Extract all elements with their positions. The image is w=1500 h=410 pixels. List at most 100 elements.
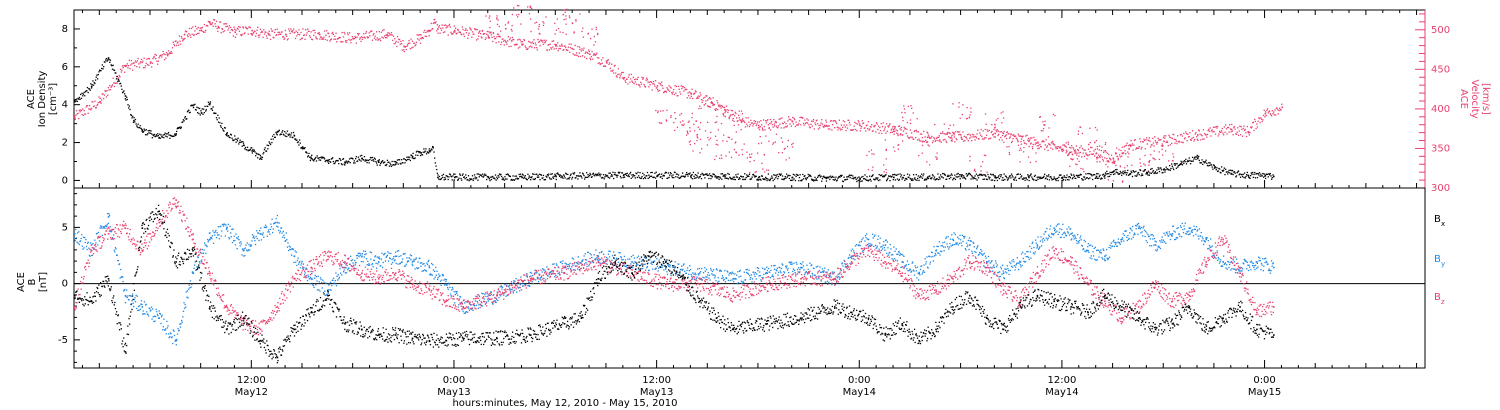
by-series-point bbox=[234, 244, 237, 246]
velocity-series-point bbox=[641, 76, 643, 79]
density-series-point bbox=[758, 179, 760, 181]
velocity-series-point bbox=[769, 118, 772, 121]
density-series-point bbox=[429, 151, 431, 153]
density-series-point bbox=[163, 133, 166, 136]
velocity-cloud-point bbox=[748, 153, 751, 156]
density-series-point bbox=[456, 176, 458, 178]
density-series-point bbox=[1207, 165, 1209, 167]
density-series-point bbox=[155, 134, 158, 136]
density-series-point bbox=[509, 175, 511, 178]
by-series-point bbox=[391, 258, 393, 261]
density-series-point bbox=[567, 173, 569, 176]
velocity-series-point bbox=[650, 81, 653, 84]
velocity-series-point bbox=[118, 74, 120, 77]
velocity-cloud-point bbox=[1035, 160, 1037, 163]
velocity-series-datum bbox=[926, 136, 929, 139]
velocity-series-point bbox=[223, 23, 225, 25]
density-series-point bbox=[165, 135, 167, 137]
density-series-point bbox=[386, 163, 388, 166]
velocity-series-point bbox=[234, 28, 236, 30]
density-series-point bbox=[505, 173, 507, 176]
velocity-series-point bbox=[942, 131, 944, 133]
by-series-point bbox=[121, 276, 123, 278]
density-series-point bbox=[305, 151, 307, 153]
velocity-series-point bbox=[1017, 139, 1019, 141]
velocity-series-point bbox=[184, 30, 187, 32]
density-series-point bbox=[174, 134, 176, 137]
velocity-series-point bbox=[571, 48, 573, 50]
by-series-point bbox=[407, 260, 410, 262]
velocity-series-point bbox=[426, 30, 428, 32]
density-series-point bbox=[952, 179, 954, 181]
velocity-series-point bbox=[543, 39, 545, 41]
density-series-point bbox=[215, 112, 217, 115]
velocity-series-point bbox=[307, 30, 310, 32]
velocity-series-point bbox=[525, 48, 528, 50]
by-series-point bbox=[410, 254, 413, 257]
velocity-cloud-point bbox=[1027, 156, 1030, 158]
velocity-cloud-point bbox=[488, 17, 490, 19]
density-series-point bbox=[623, 176, 626, 178]
by-series-point bbox=[168, 336, 170, 339]
density-series-point bbox=[744, 178, 747, 181]
velocity-series-point bbox=[790, 125, 793, 127]
density-series-point bbox=[626, 172, 628, 174]
by-series-point bbox=[344, 272, 347, 274]
density-series-point bbox=[1079, 173, 1082, 176]
velocity-series-point bbox=[663, 91, 665, 94]
density-series-point bbox=[773, 178, 776, 180]
density-series-point bbox=[399, 162, 401, 165]
density-series-point bbox=[889, 179, 891, 182]
velocity-series-point bbox=[950, 137, 952, 139]
velocity-series-point bbox=[979, 134, 982, 136]
density-series-point bbox=[820, 175, 822, 177]
density-series-point bbox=[476, 173, 478, 175]
density-series-point bbox=[1112, 173, 1115, 176]
by-series-point bbox=[305, 267, 307, 269]
velocity-series-point bbox=[486, 30, 489, 33]
density-series-datum bbox=[209, 102, 211, 105]
velocity-series-point bbox=[1209, 127, 1211, 129]
density-series-point bbox=[794, 179, 797, 182]
velocity-series-point bbox=[203, 31, 205, 33]
velocity-cloud-point bbox=[1085, 153, 1087, 156]
velocity-cloud-point bbox=[902, 116, 904, 119]
velocity-series-point bbox=[1235, 133, 1237, 135]
density-series-point bbox=[255, 152, 258, 154]
velocity-series-point bbox=[161, 56, 163, 58]
velocity-series-point bbox=[173, 43, 175, 46]
density-series-point bbox=[1266, 173, 1268, 175]
velocity-cloud-point bbox=[1131, 164, 1133, 166]
density-series-point bbox=[577, 178, 579, 180]
density-series-point bbox=[856, 177, 859, 179]
velocity-series-point bbox=[465, 28, 467, 30]
density-axis-label-line3: [cm⁻³] bbox=[48, 83, 59, 115]
density-series-point bbox=[583, 174, 585, 177]
density-series-point bbox=[1098, 175, 1101, 177]
density-series-point bbox=[88, 88, 91, 90]
velocity-cloud-point bbox=[507, 21, 510, 23]
density-series-point bbox=[713, 174, 715, 176]
density-series-point bbox=[675, 173, 678, 175]
density-series-point bbox=[627, 174, 630, 176]
velocity-series-point bbox=[346, 32, 349, 34]
density-series-point bbox=[1229, 169, 1232, 171]
density-series-point bbox=[908, 176, 910, 178]
velocity-series-point bbox=[856, 130, 858, 132]
density-series-point bbox=[596, 173, 599, 175]
velocity-series-point bbox=[602, 57, 604, 59]
velocity-cloud-point bbox=[974, 170, 977, 173]
velocity-series-point bbox=[437, 32, 439, 34]
velocity-series-datum bbox=[124, 65, 127, 67]
velocity-series-point bbox=[578, 52, 580, 54]
density-series-point bbox=[1017, 173, 1019, 175]
velocity-series-point bbox=[103, 97, 105, 100]
density-series-datum bbox=[1273, 175, 1275, 178]
density-series-point bbox=[1175, 167, 1178, 169]
density-series-point bbox=[783, 177, 786, 180]
density-series-point bbox=[1058, 176, 1060, 178]
velocity-series-point bbox=[487, 34, 489, 36]
velocity-series-point bbox=[334, 38, 337, 40]
by-series-point bbox=[98, 240, 101, 242]
by-series-point bbox=[176, 333, 179, 335]
